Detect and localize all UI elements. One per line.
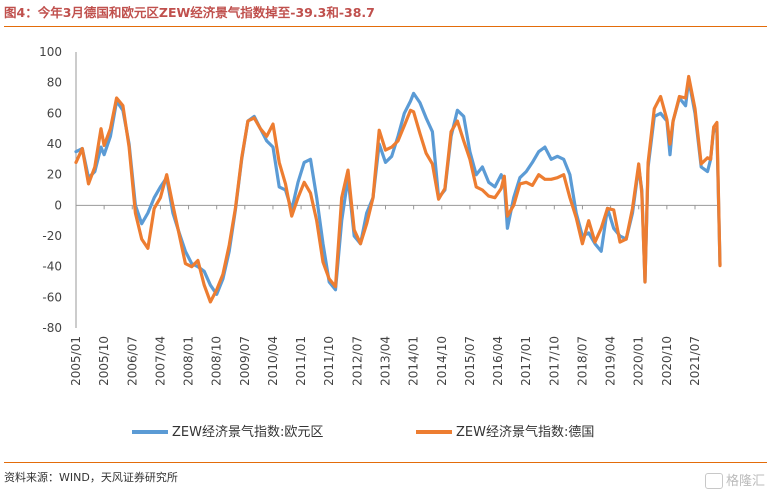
- watermark-text: 格隆汇: [725, 474, 765, 489]
- watermark-logo: 格隆汇: [704, 472, 765, 491]
- chart-title: 图4：今年3月德国和欧元区ZEW经济景气指数掉至-39.3和-38.7: [4, 5, 375, 20]
- title-divider: [4, 26, 767, 27]
- legend-label-eurozone: ZEW经济景气指数:欧元区: [172, 425, 324, 440]
- series-line-eurozone: [74, 78, 722, 296]
- x-tick-label: 2010/04: [266, 336, 280, 386]
- y-tick-label: -20: [42, 229, 62, 243]
- x-tick-label: 2021/07: [688, 336, 702, 386]
- legend-swatch-eurozone: [132, 429, 168, 434]
- y-tick-label: -60: [42, 290, 62, 304]
- x-tick-label: 2015/07: [463, 336, 477, 386]
- x-tick-label: 2014/10: [435, 336, 449, 386]
- y-tick-label: 100: [39, 45, 62, 59]
- x-tick-label: 2020/01: [632, 336, 646, 386]
- watermark-icon: [704, 472, 723, 489]
- x-tick-label: 2017/10: [547, 336, 561, 386]
- x-tick-label: 2014/01: [407, 336, 421, 386]
- legend-item-eurozone: ZEW经济景气指数:欧元区: [132, 422, 323, 444]
- x-tick-label: 2020/10: [660, 336, 674, 386]
- y-tick-label: 0: [54, 198, 62, 212]
- source-note: 资料来源：WIND，天风证券研究所: [4, 471, 178, 484]
- x-tick-label: 2017/01: [519, 336, 533, 386]
- chart-legend: ZEW经济景气指数:欧元区 ZEW经济景气指数:德国: [0, 422, 771, 444]
- y-tick-label: 80: [47, 76, 62, 90]
- x-tick-label: 2007/04: [153, 336, 167, 386]
- legend-item-germany: ZEW经济景气指数:德国: [416, 422, 594, 444]
- x-tick-label: 2005/01: [69, 336, 83, 386]
- footer-divider: [4, 462, 767, 463]
- y-tick-label: 20: [47, 168, 62, 182]
- x-tick-label: 2009/07: [238, 336, 252, 386]
- x-tick-label: 2006/07: [125, 336, 139, 386]
- legend-swatch-germany: [416, 429, 452, 434]
- x-tick-label: 2018/07: [575, 336, 589, 386]
- y-tick-label: 40: [47, 137, 62, 151]
- x-tick-label: 2011/01: [294, 336, 308, 386]
- line-chart: -80 -60 -40 -20 0 20 40 60 80 100 2005/01 2005/10 20…: [39, 45, 722, 386]
- x-tick-label: 2019/04: [604, 336, 618, 386]
- x-tick-label: 2005/10: [97, 336, 111, 386]
- x-tick-label: 2012/07: [350, 336, 364, 386]
- series-line-germany: [74, 74, 722, 304]
- x-tick-label: 2016/04: [491, 336, 505, 386]
- x-tick-label: 2013/04: [378, 336, 392, 386]
- y-tick-label: -40: [42, 260, 62, 274]
- legend-label-germany: ZEW经济景气指数:德国: [456, 425, 595, 440]
- y-tick-label: 60: [47, 106, 62, 120]
- chart-area: -80 -60 -40 -20 0 20 40 60 80 100 2005/01 2005/10 20…: [0, 30, 771, 450]
- x-tick-label: 2008/01: [182, 336, 196, 386]
- x-tick-label: 2008/10: [210, 336, 224, 386]
- y-tick-label: -80: [42, 321, 62, 335]
- x-tick-label: 2011/10: [322, 336, 336, 386]
